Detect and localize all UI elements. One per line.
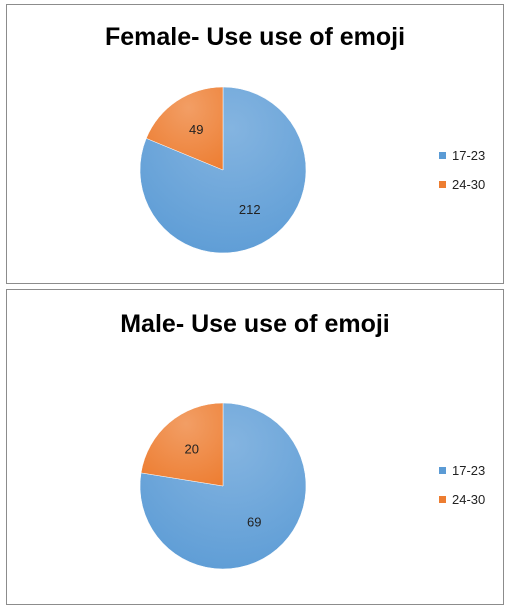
female-chart-panel: Female- Use use of emoji 212 49 17-23 24-… (6, 4, 504, 284)
chart-legend: 17-23 24-30 (439, 462, 485, 520)
legend-item-24-30: 24-30 (439, 176, 485, 193)
legend-swatch (439, 152, 446, 159)
pie-data-label: 69 (247, 515, 261, 530)
pie-data-label: 20 (185, 441, 199, 456)
legend-item-17-23: 17-23 (439, 462, 485, 479)
legend-swatch (439, 496, 446, 503)
legend-label: 24-30 (452, 492, 486, 507)
pie-slice-17-23 (139, 402, 307, 570)
legend-swatch (439, 181, 446, 188)
chart-title: Male- Use use of emoji (120, 310, 390, 338)
legend-label: 17-23 (452, 463, 486, 478)
male-chart-panel: Male- Use use of emoji 69 20 17-23 24-30 (6, 289, 504, 605)
pie-chart: 69 20 (139, 402, 307, 570)
legend-swatch (439, 467, 446, 474)
chart-title: Female- Use use of emoji (104, 23, 406, 51)
pie-slice-24-30 (145, 86, 224, 171)
pie-chart: 212 49 (139, 86, 307, 254)
legend-label: 17-23 (452, 148, 486, 163)
pie-data-label: 212 (239, 202, 261, 217)
pie-data-label: 49 (189, 122, 203, 137)
legend-item-17-23: 17-23 (439, 147, 485, 164)
chart-legend: 17-23 24-30 (439, 147, 485, 205)
legend-item-24-30: 24-30 (439, 491, 485, 508)
legend-label: 24-30 (452, 177, 486, 192)
pie-slice-24-30 (140, 402, 224, 487)
